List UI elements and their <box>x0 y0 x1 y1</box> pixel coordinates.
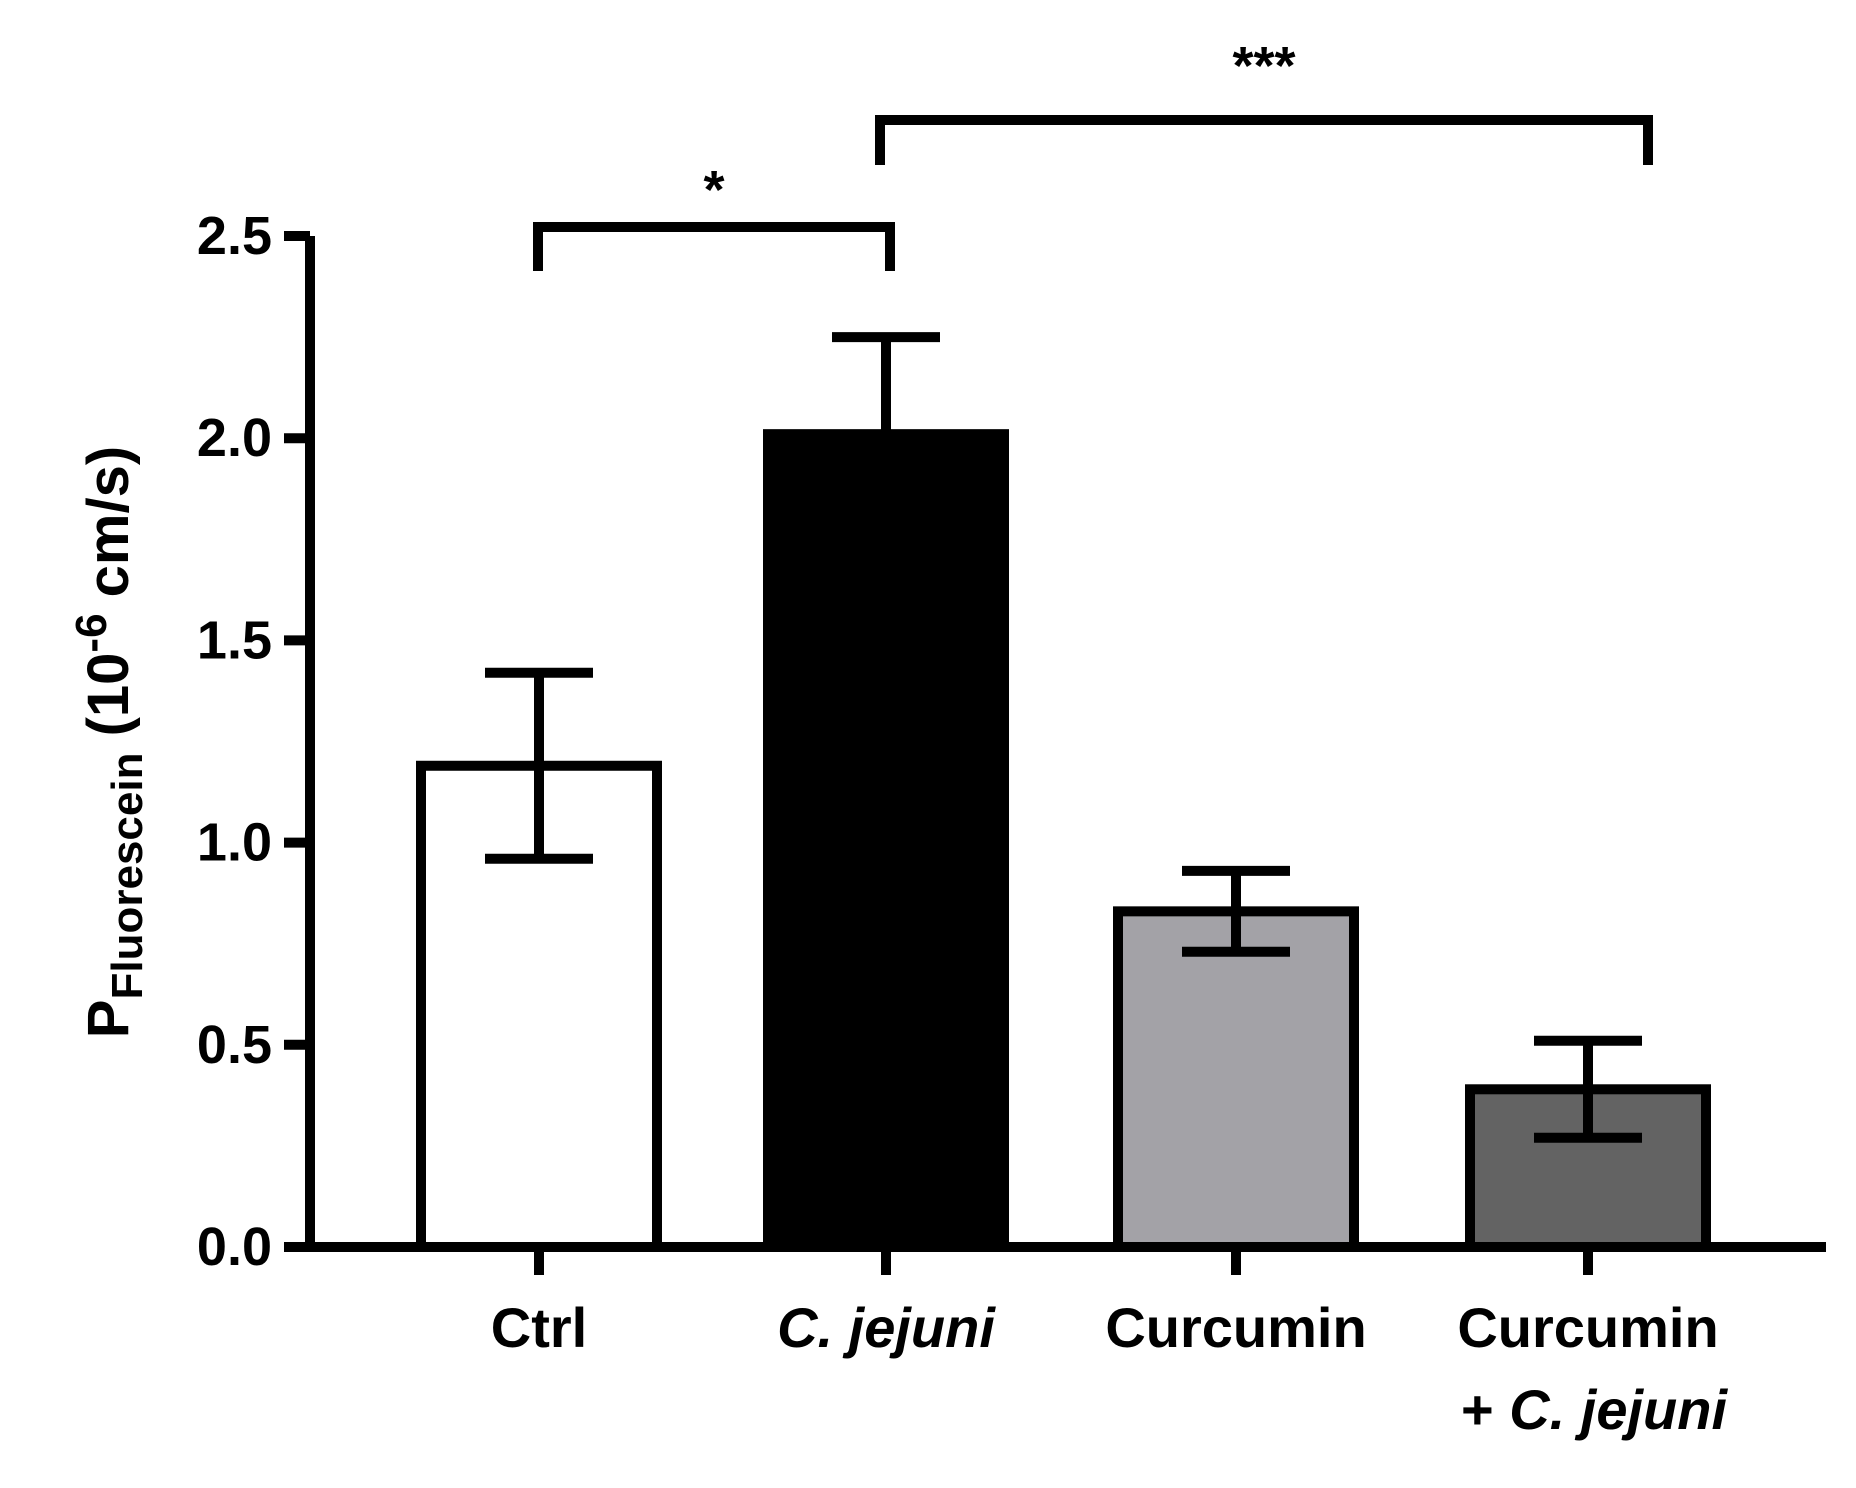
x-category-label-0: Ctrl <box>491 1296 587 1359</box>
y-tick-label-1: 0.5 <box>197 1015 272 1075</box>
significance-label-0: * <box>703 160 724 220</box>
bars-group <box>416 429 1711 1253</box>
x-category-label-3-line-1: + C. jejuni <box>1461 1378 1729 1441</box>
x-category-label-1: C. jejuni <box>777 1296 996 1359</box>
x-category-label-3-line-0: Curcumin <box>1457 1296 1718 1359</box>
axes-group <box>284 231 1826 1275</box>
y-axis-label: PFluorescein (10-6 cm/s) <box>67 446 152 1038</box>
error-bars-group <box>485 332 1642 1143</box>
bar-2 <box>1113 906 1359 1253</box>
significance-bracket-0 <box>533 222 895 271</box>
y-tick-label-4: 2.0 <box>197 408 272 468</box>
y-tick-label-3: 1.5 <box>197 610 272 670</box>
bar-1 <box>763 429 1009 1252</box>
significance-group: **** <box>533 36 1653 271</box>
y-tick-label-0: 0.0 <box>197 1217 272 1277</box>
significance-bracket-1 <box>875 115 1653 165</box>
labels-group: 0.0 0.5 1.0 1.5 2.0 2.5 Ctrl C. jejuni Curcumin C… <box>67 206 1728 1441</box>
significance-label-1: *** <box>1232 36 1295 96</box>
y-tick-label-2: 1.0 <box>197 813 272 873</box>
x-category-label-2: Curcumin <box>1105 1296 1366 1359</box>
y-tick-label-5: 2.5 <box>197 206 272 266</box>
